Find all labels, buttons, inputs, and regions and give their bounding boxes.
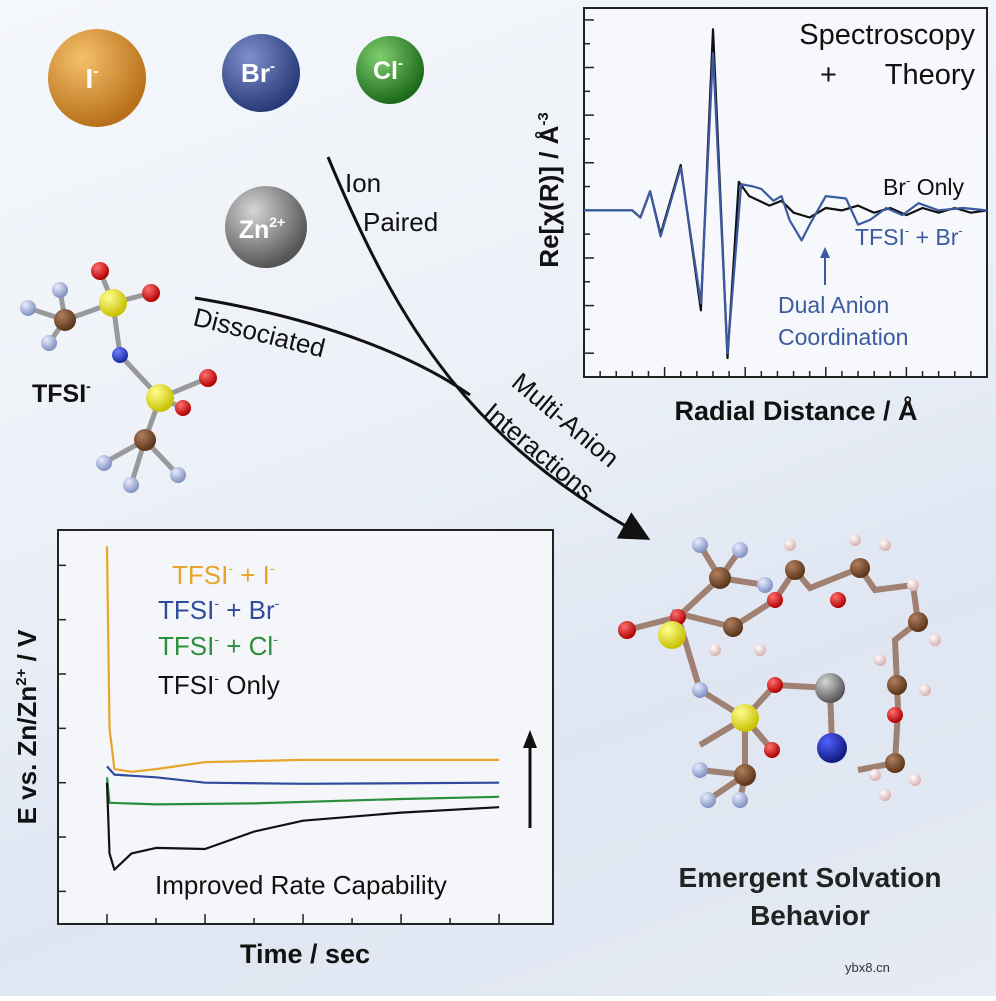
dual-anion-arrowhead (820, 247, 830, 258)
exafs-legend-tfsi-br: TFSI- + Br- (855, 223, 963, 250)
voltage-series-line-3 (105, 782, 500, 871)
exafs-series (584, 28, 988, 360)
chloride-ion: Cl- (356, 36, 424, 104)
watermark: ybx8.cn (845, 960, 890, 975)
voltage-plot-frame (57, 529, 554, 925)
svg-text:Zn2+: Zn2+ (239, 214, 286, 244)
voltage-series-line-2 (105, 777, 500, 806)
ion-paired-label-line1: Ion (345, 168, 381, 198)
bromide-sphere (222, 34, 300, 112)
bromide-charge: - (270, 58, 275, 75)
zinc-ion: Zn2+ (225, 186, 307, 268)
dual-anion-label-line1: Dual Anion (778, 292, 889, 318)
bromide-label: Br (241, 58, 270, 88)
iodide-charge: - (93, 63, 98, 80)
exafs-y-axis-label: Re[χ(R)] / Å-3 (534, 112, 564, 267)
chloride-charge: - (398, 55, 403, 72)
exafs-title-plus: + (820, 59, 837, 91)
emergent-solvation-title-line2: Behavior (750, 900, 870, 931)
ion-paired-label-line2: Paired (363, 207, 438, 237)
zinc-charge: 2+ (269, 214, 285, 230)
iodide-label: I (85, 63, 93, 94)
chloride-label: Cl (373, 57, 398, 85)
voltage-series-line-1 (106, 765, 500, 785)
chloride-sphere (356, 36, 424, 104)
svg-text:I-: I- (85, 63, 98, 94)
legend-tfsi-bromide: TFSI- + Br- (158, 595, 280, 625)
legend-tfsi-chloride: TFSI- + Cl- (158, 631, 278, 661)
voltage-time-chart: TFSI- + I- TFSI- + Br- TFSI- + Cl- TFSI-… (12, 529, 554, 969)
improved-rate-label: Improved Rate Capability (155, 870, 447, 900)
exafs-x-axis-label: Radial Distance / Å (674, 395, 917, 426)
dissociated-pathway-line (194, 296, 471, 397)
zinc-sphere (225, 186, 307, 268)
exafs-chart: Spectroscopy + Theory Br- Only TFSI- + B… (534, 7, 988, 426)
tfsi-molecule (20, 262, 217, 493)
voltage-y-axis-label: E vs. Zn/Zn2+ / V (12, 629, 42, 824)
exafs-title-line2: Theory (885, 59, 976, 91)
svg-text:Cl-: Cl- (373, 55, 403, 85)
voltage-legend: TFSI- + I- TFSI- + Br- TFSI- + Cl- TFSI-… (158, 560, 280, 700)
ion-paired-pathway-arrow (326, 156, 651, 540)
molecule-atoms (618, 534, 941, 808)
voltage-series-line-0 (105, 546, 500, 773)
emergent-solvation-title-line1: Emergent Solvation (679, 862, 942, 893)
legend-tfsi-only: TFSI- Only (158, 670, 280, 700)
voltage-series (105, 546, 500, 871)
svg-text:Br-: Br- (241, 58, 275, 88)
tfsi-label: TFSI- (32, 378, 91, 408)
exafs-title-line1: Spectroscopy (799, 19, 975, 51)
improvement-arrowhead (523, 730, 537, 748)
dual-anion-label-line2: Coordination (778, 324, 908, 350)
zinc-label: Zn (239, 216, 270, 244)
bromide-ion: Br- (222, 34, 300, 112)
iodide-sphere (48, 29, 146, 127)
iodide-ion: I- (48, 29, 146, 127)
legend-tfsi-iodide: TFSI- + I- (172, 560, 275, 590)
exafs-legend-br-only: Br- Only (883, 173, 965, 200)
voltage-axis-ticks (58, 564, 500, 924)
voltage-x-axis-label: Time / sec (240, 939, 370, 969)
solvation-structure-molecule (618, 534, 941, 808)
exafs-series-line-1 (584, 52, 988, 355)
